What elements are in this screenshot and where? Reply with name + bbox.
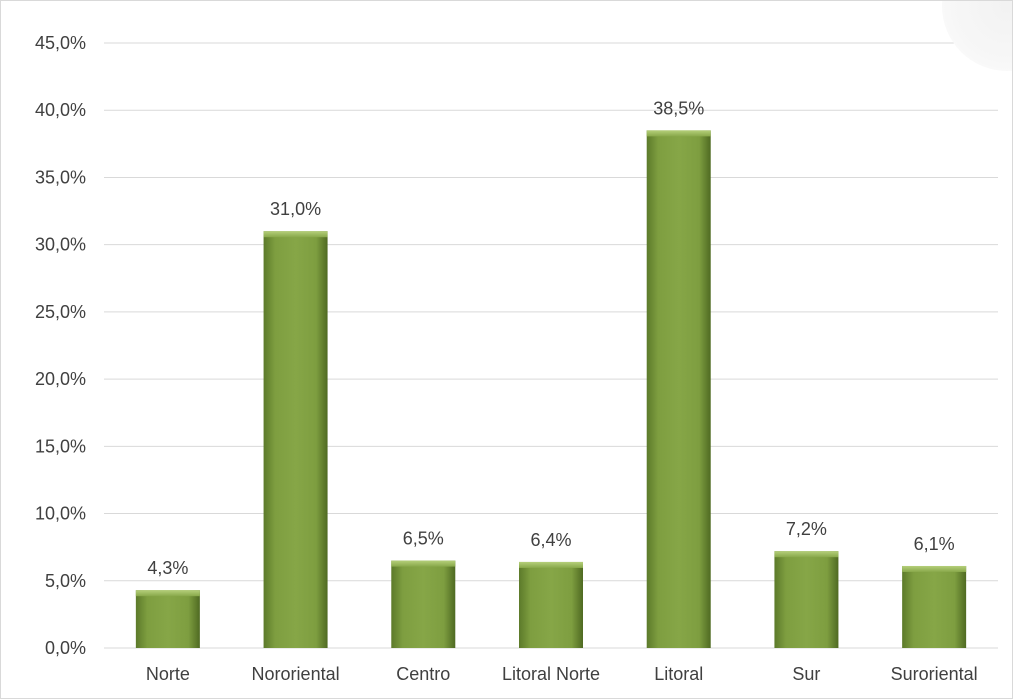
- bar-bevel: [391, 560, 456, 567]
- y-tick-label: 5,0%: [45, 571, 86, 591]
- data-label: 7,2%: [786, 519, 827, 539]
- bar-bevel: [902, 565, 967, 572]
- y-tick-label: 0,0%: [45, 638, 86, 658]
- data-label: 6,4%: [530, 530, 571, 550]
- y-tick-label: 45,0%: [35, 33, 86, 53]
- y-tick-label: 40,0%: [35, 100, 86, 120]
- x-tick-label: Centro: [396, 664, 450, 684]
- bar-bevel: [646, 130, 711, 137]
- bar-body: [135, 590, 200, 648]
- data-label: 31,0%: [270, 199, 321, 219]
- y-tick-label: 35,0%: [35, 167, 86, 187]
- x-tick-label: Litoral Norte: [502, 664, 600, 684]
- y-tick-label: 25,0%: [35, 302, 86, 322]
- x-tick-label: Suroriental: [891, 664, 978, 684]
- bar-body: [646, 130, 711, 648]
- bar-bevel: [774, 551, 839, 558]
- bar-bevel: [519, 561, 583, 568]
- y-tick-label: 15,0%: [35, 436, 86, 456]
- bar-bevel: [263, 231, 328, 238]
- y-axis-tick-labels: 0,0% 5,0% 10,0% 15,0% 20,0% 25,0% 30,0% 35,0% 40…: [35, 33, 86, 658]
- y-tick-label: 30,0%: [35, 235, 86, 255]
- bar-sur: [774, 551, 839, 648]
- bar-body: [902, 565, 967, 648]
- bar-body: [263, 231, 328, 648]
- bar-litoral: [646, 130, 711, 648]
- gridlines: [104, 42, 998, 649]
- bars: [135, 130, 967, 648]
- bar-centro: [391, 560, 456, 648]
- bar-body: [519, 561, 583, 648]
- data-label: 6,5%: [403, 529, 444, 549]
- bar-body: [774, 551, 839, 648]
- data-label: 38,5%: [653, 98, 704, 118]
- x-tick-label: Norte: [146, 664, 190, 684]
- y-tick-label: 10,0%: [35, 504, 86, 524]
- bar-body: [391, 560, 456, 648]
- bar-nororiental: [263, 231, 328, 648]
- x-axis-tick-labels: Norte Nororiental Centro Litoral Norte Litor…: [146, 664, 978, 684]
- data-label: 6,1%: [914, 534, 955, 554]
- x-tick-label: Nororiental: [252, 664, 340, 684]
- data-label: 4,3%: [147, 558, 188, 578]
- x-tick-label: Sur: [792, 664, 820, 684]
- y-tick-label: 20,0%: [35, 369, 86, 389]
- data-labels: 4,3% 31,0% 6,5% 6,4% 38,5% 7,2% 6,1%: [147, 98, 954, 578]
- x-tick-label: Litoral: [654, 664, 703, 684]
- bar-suroriental: [902, 565, 967, 648]
- bar-litoral-norte: [519, 561, 583, 648]
- bar-norte: [135, 590, 200, 648]
- bar-bevel: [135, 590, 200, 597]
